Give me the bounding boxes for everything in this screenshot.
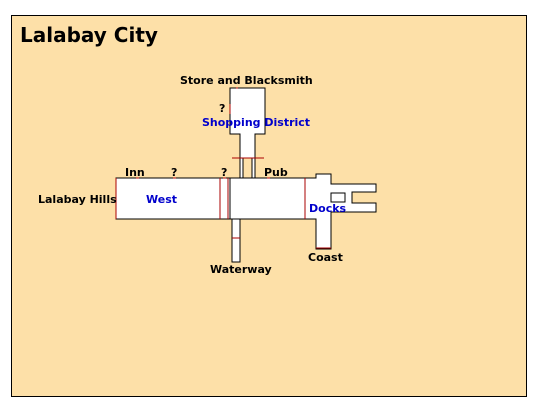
room-waterway-corridor[interactable]	[231, 218, 241, 263]
label-unknown-shopping[interactable]: ?	[219, 102, 225, 115]
label-lalabay-hills[interactable]: Lalabay Hills	[38, 193, 117, 206]
room-central-plaza[interactable]	[229, 177, 306, 220]
label-shopping-district: Shopping District	[202, 116, 310, 129]
label-unknown-west[interactable]: ?	[171, 166, 177, 179]
label-inn[interactable]: Inn	[125, 166, 145, 179]
label-pub[interactable]: Pub	[264, 166, 288, 179]
map-title: Lalabay City	[20, 23, 158, 47]
label-west: West	[146, 193, 177, 206]
label-waterway[interactable]: Waterway	[210, 263, 272, 276]
label-coast[interactable]: Coast	[308, 251, 343, 264]
label-store-blacksmith[interactable]: Store and Blacksmith	[180, 74, 313, 87]
room-west[interactable]	[115, 177, 221, 220]
room-docks-pier-gap	[330, 192, 346, 203]
room-shopping-district[interactable]	[229, 87, 266, 179]
label-unknown-gate[interactable]: ?	[221, 166, 227, 179]
label-docks: Docks	[309, 202, 347, 215]
room-docks[interactable]	[304, 173, 377, 250]
